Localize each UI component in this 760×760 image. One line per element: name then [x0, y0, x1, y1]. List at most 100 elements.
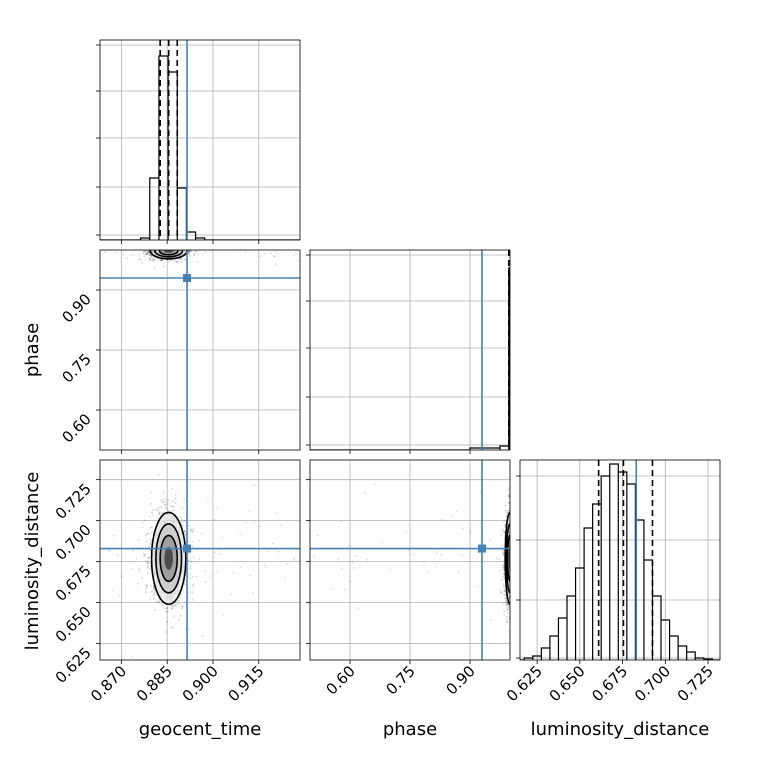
scatter-phase-vs-geocent-time-point [172, 247, 174, 249]
scatter-phase-vs-geocent-time-outlier [197, 253, 200, 256]
scatter-phase-vs-geocent-time-point [171, 247, 173, 249]
scatter-ld-vs-phase-point [501, 551, 504, 554]
scatter-ld-vs-geocent-time-point [171, 505, 174, 507]
scatter-phase-vs-geocent-time-point [180, 248, 182, 250]
scatter-phase-vs-geocent-time-outlier [110, 246, 112, 248]
scatter-ld-vs-phase-point [511, 555, 513, 557]
scatter-ld-vs-geocent-time-point [167, 499, 170, 501]
scatter-phase-vs-geocent-time-point [176, 246, 178, 248]
scatter-ld-vs-phase-point [512, 578, 514, 580]
xlabel-geocent-time: geocent_time [139, 719, 262, 740]
scatter-phase-vs-geocent-time-point [184, 246, 186, 248]
scatter-phase-vs-geocent-time-point [149, 243, 151, 245]
scatter-ld-vs-phase-point [512, 570, 514, 572]
scatter-phase-vs-geocent-time-outlier [143, 255, 146, 258]
scatter-ld-vs-phase-point [515, 588, 517, 590]
hist-geocent-time-step [100, 55, 300, 240]
scatter-ld-vs-phase-point [510, 541, 512, 543]
scatter-phase-vs-geocent-time-point [177, 247, 179, 249]
scatter-phase-vs-geocent-time-point [171, 248, 173, 250]
scatter-ld-vs-phase-point [513, 534, 515, 536]
scatter-phase-vs-geocent-time-point [156, 247, 158, 249]
scatter-phase-vs-geocent-time-point [160, 246, 162, 248]
scatter-ld-vs-phase-outlier [451, 515, 454, 518]
scatter-phase-vs-geocent-time-outlier [180, 246, 182, 248]
scatter-phase-vs-geocent-time-point [167, 245, 169, 247]
scatter-phase-vs-geocent-time-point [167, 245, 169, 247]
scatter-phase-vs-geocent-time-point [158, 247, 160, 249]
scatter-phase-vs-geocent-time-outlier [129, 254, 132, 256]
scatter-ld-vs-geocent-time-point [157, 600, 160, 603]
scatter-ld-vs-phase-point [513, 541, 515, 543]
scatter-ld-vs-phase-point [510, 528, 512, 530]
scatter-ld-vs-phase-point [513, 539, 515, 541]
scatter-phase-vs-geocent-time-point [155, 246, 157, 248]
scatter-phase-vs-geocent-time-point [154, 248, 156, 250]
scatter-ld-vs-geocent-time-point [152, 588, 155, 591]
scatter-ld-vs-phase-point [511, 569, 513, 571]
scatter-ld-vs-phase-point [513, 567, 515, 569]
scatter-phase-vs-geocent-time-point [177, 243, 179, 245]
scatter-phase-vs-geocent-time-point [161, 245, 163, 247]
scatter-ld-vs-phase-point [511, 528, 513, 530]
scatter-ld-vs-phase-point [513, 575, 515, 577]
scatter-phase-vs-geocent-time-point [157, 243, 159, 245]
scatter-ld-vs-phase-point [511, 548, 513, 550]
scatter-ld-vs-phase-point [511, 573, 513, 575]
scatter-ld-vs-phase-point [510, 553, 512, 555]
scatter-phase-vs-geocent-time-point [144, 246, 146, 248]
scatter-phase-vs-geocent-time-point [160, 244, 162, 246]
scatter-phase-vs-geocent-time-point [176, 246, 178, 248]
scatter-ld-vs-geocent-time-outlier [209, 575, 212, 578]
scatter-ld-vs-geocent-time-density-level-3 [164, 546, 173, 570]
scatter-ld-vs-phase-point [511, 579, 513, 581]
scatter-ld-vs-geocent-time-outlier [195, 576, 198, 578]
scatter-phase-vs-geocent-time-point [170, 242, 172, 244]
scatter-phase-vs-geocent-time-point [182, 245, 184, 247]
scatter-phase-vs-geocent-time-point [174, 246, 176, 248]
scatter-ld-vs-geocent-time-point [150, 526, 153, 529]
scatter-phase-vs-geocent-time-point [172, 244, 174, 246]
ylabel-phase: phase [22, 323, 43, 377]
scatter-phase-vs-geocent-time-outlier [176, 247, 178, 249]
scatter-phase-vs-geocent-time-point [168, 246, 170, 248]
scatter-ld-vs-geocent-time-point [160, 512, 163, 514]
scatter-phase-vs-geocent-time-point [188, 250, 191, 252]
scatter-phase-vs-geocent-time-point [172, 248, 174, 250]
scatter-ld-vs-geocent-time-point [174, 502, 177, 505]
scatter-ld-vs-phase-point [510, 576, 512, 578]
scatter-phase-vs-geocent-time-point [152, 257, 155, 259]
scatter-phase-vs-geocent-time-point [171, 246, 173, 248]
scatter-ld-vs-phase-point [510, 578, 512, 580]
scatter-ld-vs-geocent-time-point [171, 500, 174, 503]
scatter-phase-vs-geocent-time-point [168, 244, 170, 246]
scatter-ld-vs-phase-point [512, 540, 514, 542]
scatter-phase-vs-geocent-time-point [173, 246, 175, 248]
scatter-ld-vs-phase-point [513, 525, 515, 527]
scatter-phase-vs-geocent-time-outlier [244, 251, 247, 253]
scatter-ld-vs-phase-point [510, 575, 512, 577]
scatter-ld-vs-phase-point [510, 593, 512, 595]
scatter-ld-vs-phase-point [511, 623, 513, 625]
scatter-ld-vs-geocent-time-point [147, 572, 149, 574]
scatter-phase-vs-geocent-time-point [176, 246, 178, 248]
scatter-phase-vs-geocent-time-point [164, 247, 166, 249]
scatter-phase-vs-geocent-time-point [173, 246, 175, 248]
scatter-ld-vs-phase-point [512, 535, 514, 537]
scatter-phase-vs-geocent-time-point [176, 247, 178, 249]
scatter-ld-vs-phase-point [511, 551, 513, 553]
scatter-ld-vs-phase-point [513, 544, 515, 546]
scatter-phase-vs-geocent-time-point [164, 248, 166, 250]
scatter-phase-vs-geocent-time-point [170, 243, 172, 245]
scatter-ld-vs-phase-outlier [440, 518, 443, 521]
scatter-phase-vs-geocent-time-point [178, 248, 180, 250]
scatter-ld-vs-phase-point [511, 550, 513, 552]
scatter-ld-vs-phase-point [511, 589, 513, 591]
scatter-phase-vs-geocent-time-point [172, 247, 174, 249]
scatter-ld-vs-geocent-time-point [138, 568, 141, 570]
scatter-ld-vs-phase-point [513, 539, 515, 541]
scatter-phase-vs-geocent-time-point [163, 245, 165, 247]
scatter-phase-vs-geocent-time-point [158, 248, 160, 250]
scatter-ld-vs-phase-point [502, 585, 505, 588]
scatter-ld-vs-phase-point [513, 547, 515, 549]
